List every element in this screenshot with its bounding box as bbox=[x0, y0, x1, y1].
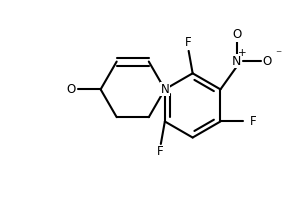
Text: F: F bbox=[184, 36, 191, 49]
Text: F: F bbox=[250, 115, 257, 128]
Text: +: + bbox=[238, 48, 247, 58]
Text: N: N bbox=[232, 55, 241, 68]
Text: F: F bbox=[157, 146, 163, 158]
Text: O: O bbox=[66, 83, 75, 96]
Text: O: O bbox=[262, 55, 272, 68]
Text: O: O bbox=[232, 28, 241, 41]
Text: ⁻: ⁻ bbox=[275, 48, 281, 61]
Text: N: N bbox=[160, 83, 169, 96]
